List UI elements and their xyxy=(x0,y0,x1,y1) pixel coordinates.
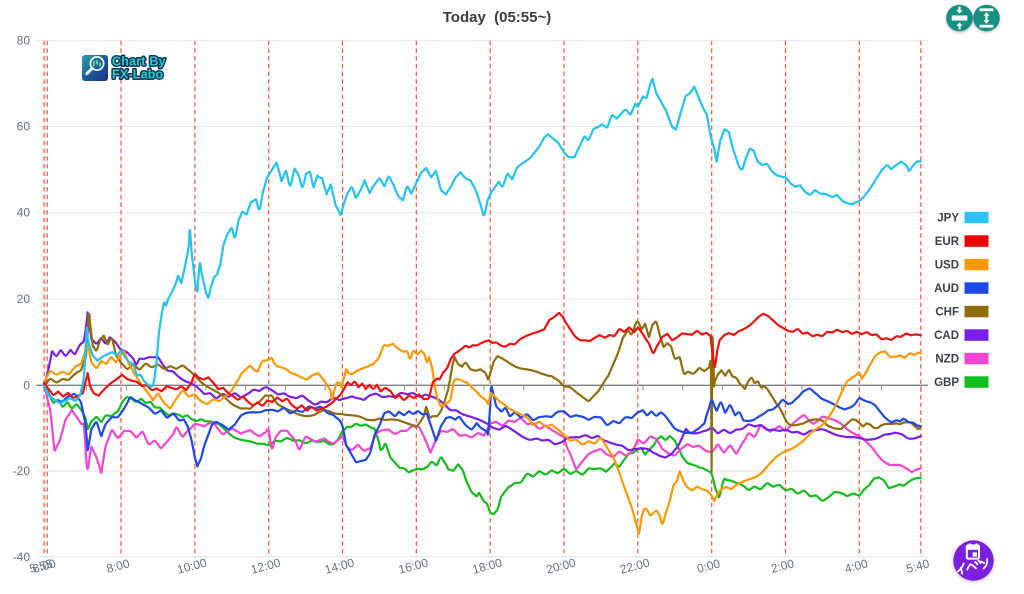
svg-text:20: 20 xyxy=(17,292,31,306)
svg-text:CAD: CAD xyxy=(934,330,959,342)
svg-text:12:00: 12:00 xyxy=(249,555,282,576)
svg-text:FX-Labo: FX-Labo xyxy=(112,68,164,82)
svg-text:EUR: EUR xyxy=(935,236,960,248)
svg-text:Today (05:55~): Today (05:55~) xyxy=(443,9,552,26)
svg-text:2:00: 2:00 xyxy=(769,556,795,576)
svg-text:5:40: 5:40 xyxy=(905,556,931,576)
svg-text:CHF: CHF xyxy=(935,307,959,319)
svg-text:10:00: 10:00 xyxy=(176,555,209,576)
svg-text:8:00: 8:00 xyxy=(105,556,131,576)
svg-text:22:00: 22:00 xyxy=(618,555,651,576)
svg-text:80: 80 xyxy=(17,34,31,48)
svg-text:4:00: 4:00 xyxy=(843,556,869,576)
svg-text:JPY: JPY xyxy=(937,213,959,225)
svg-text:Chart By: Chart By xyxy=(112,55,166,69)
svg-text:18:00: 18:00 xyxy=(471,555,504,576)
svg-text:GBP: GBP xyxy=(934,377,959,389)
svg-text:40: 40 xyxy=(17,206,31,220)
svg-text:0:00: 0:00 xyxy=(695,556,721,576)
svg-text:Chart By: Chart By xyxy=(112,55,166,69)
svg-text:60: 60 xyxy=(17,120,31,134)
svg-text:AUD: AUD xyxy=(934,283,959,295)
svg-text:FX-Labo: FX-Labo xyxy=(112,68,164,82)
svg-text:-40: -40 xyxy=(13,550,31,564)
svg-text:20:00: 20:00 xyxy=(545,555,578,576)
svg-text:USD: USD xyxy=(935,260,959,272)
svg-text:16:00: 16:00 xyxy=(397,555,430,576)
svg-text:-20: -20 xyxy=(13,464,31,478)
svg-text:6:00: 6:00 xyxy=(31,556,57,576)
svg-text:5:55: 5:55 xyxy=(28,556,54,576)
svg-text:0: 0 xyxy=(23,378,30,392)
svg-text:NZD: NZD xyxy=(935,354,959,366)
svg-text:14:00: 14:00 xyxy=(323,555,356,576)
